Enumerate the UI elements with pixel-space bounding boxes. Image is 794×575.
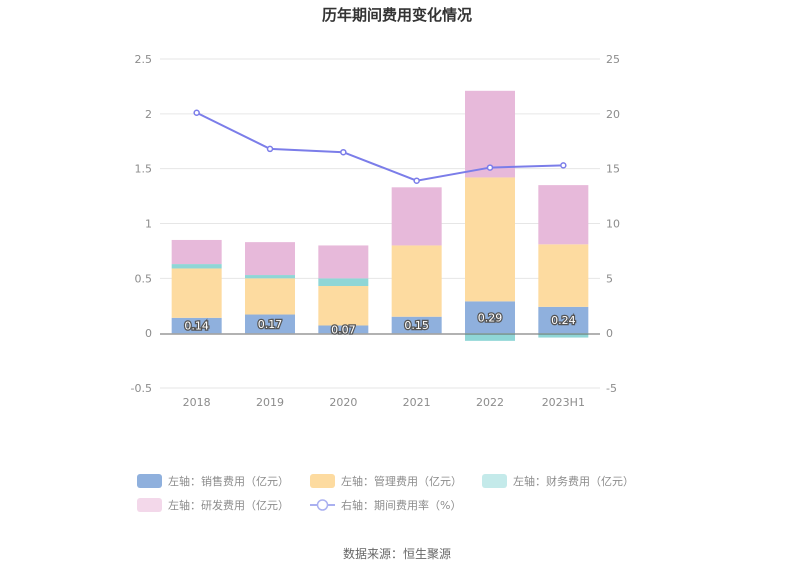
left-tick-label: 2 (145, 108, 152, 121)
bar-segment-1-2018 (171, 268, 222, 318)
bar-segment-1-2019 (245, 278, 295, 315)
bar-segment-2-2018 (171, 264, 222, 269)
right-tick-label: 0 (606, 327, 613, 340)
x-tick-label: 2020 (329, 396, 357, 409)
bar-segment-3-2018 (171, 239, 222, 265)
legend-swatch-finance (482, 474, 507, 488)
left-tick-label: 0 (145, 327, 152, 340)
bar-segment-1-2020 (318, 286, 369, 326)
chart-title: 历年期间费用变化情况 (322, 6, 472, 24)
x-tick-label: 2021 (403, 396, 431, 409)
legend-swatch-rnd (137, 498, 162, 512)
legend-label-sales: 左轴：销售费用（亿元） (168, 474, 289, 488)
bar-segment-3-2021 (391, 187, 442, 246)
left-tick-label: 1 (145, 218, 152, 231)
bar-segment-3-2019 (245, 242, 295, 276)
bar-segment-1-2022 (465, 177, 515, 302)
x-tick-label: 2023H1 (542, 396, 585, 409)
right-axis: -5 0 5 10 15 20 25 (606, 53, 620, 395)
legend-label-admin: 左轴：管理费用（亿元） (341, 474, 462, 488)
grid-lines (160, 58, 600, 389)
legend-item-finance[interactable]: 左轴：财务费用（亿元） (482, 474, 634, 488)
bar-value-label: 0.14 (184, 319, 209, 332)
left-tick-label: -0.5 (131, 382, 152, 395)
x-axis-ticks: 2018 2019 2020 2021 2022 2023H1 (183, 396, 585, 409)
bar-segment-3-2023H1 (538, 185, 589, 245)
legend-swatch-admin (310, 474, 335, 488)
legend-item-rate[interactable]: 右轴：期间费用率（%） (310, 498, 461, 512)
bar-segment-0-2018 (171, 317, 222, 334)
legend-item-admin[interactable]: 左轴：管理费用（亿元） (310, 474, 462, 488)
bar-segment-3-2022 (465, 90, 515, 178)
legend-swatch-rate-marker (316, 499, 329, 511)
bar-value-label: 0.07 (331, 323, 356, 336)
bar-series (171, 90, 589, 341)
rate-point (266, 145, 274, 153)
legend-label-rnd: 左轴：研发费用（亿元） (168, 498, 289, 512)
right-tick-label: 5 (606, 272, 613, 285)
legend-label-finance: 左轴：财务费用（亿元） (513, 474, 634, 488)
bar-segment-0-2023H1 (538, 306, 589, 334)
bar-segment-1-2021 (391, 245, 442, 317)
bar-value-label: 0.29 (478, 311, 503, 324)
x-tick-label: 2018 (183, 396, 211, 409)
bar-segment-3-2020 (318, 245, 369, 279)
left-tick-label: 2.5 (135, 53, 153, 66)
x-tick-label: 2019 (256, 396, 284, 409)
bar-segment-2-2023H1 (538, 333, 589, 338)
rate-point (193, 109, 200, 116)
bar-value-label: 0.15 (404, 319, 429, 332)
bar-segment-2-2020 (318, 278, 369, 287)
legend-swatch-sales (137, 474, 162, 488)
bar-segment-1-2023H1 (538, 244, 589, 307)
bar-segment-2-2022 (465, 333, 515, 341)
right-tick-label: -5 (606, 382, 617, 395)
bar-segment-0-2021 (391, 316, 442, 334)
bar-value-label: 0.24 (551, 314, 576, 327)
bar-value-labels: 0.14 0.17 0.07 0.15 0.29 0.24 (183, 310, 577, 338)
rate-point (560, 162, 567, 169)
rate-point (486, 164, 494, 171)
legend: 左轴：销售费用（亿元） 左轴：管理费用（亿元） 左轴：财务费用（亿元） 左轴：研… (137, 474, 634, 512)
bar-segment-0-2020 (318, 325, 369, 334)
right-tick-label: 20 (606, 108, 620, 121)
left-tick-label: 1.5 (135, 163, 153, 176)
x-tick-label: 2022 (476, 396, 504, 409)
left-tick-label: 0.5 (135, 272, 153, 285)
bar-value-label: 0.17 (258, 318, 283, 331)
rate-line (196, 111, 564, 182)
bar-segment-0-2022 (465, 301, 515, 334)
bar-segment-2-2019 (245, 275, 295, 279)
bar-segment-0-2019 (245, 314, 295, 334)
right-tick-label: 10 (606, 218, 620, 231)
data-source: 数据来源：恒生聚源 (343, 546, 451, 561)
right-tick-label: 25 (606, 53, 620, 66)
legend-item-sales[interactable]: 左轴：销售费用（亿元） (137, 474, 289, 488)
left-axis: -0.5 0 0.5 1 1.5 2 2.5 (131, 53, 152, 395)
line-series (193, 109, 567, 184)
right-tick-label: 15 (606, 163, 620, 176)
legend-item-rnd[interactable]: 左轴：研发费用（亿元） (137, 498, 289, 512)
rate-point (340, 148, 347, 156)
rate-point (413, 177, 420, 184)
legend-label-rate: 右轴：期间费用率（%） (341, 498, 461, 512)
